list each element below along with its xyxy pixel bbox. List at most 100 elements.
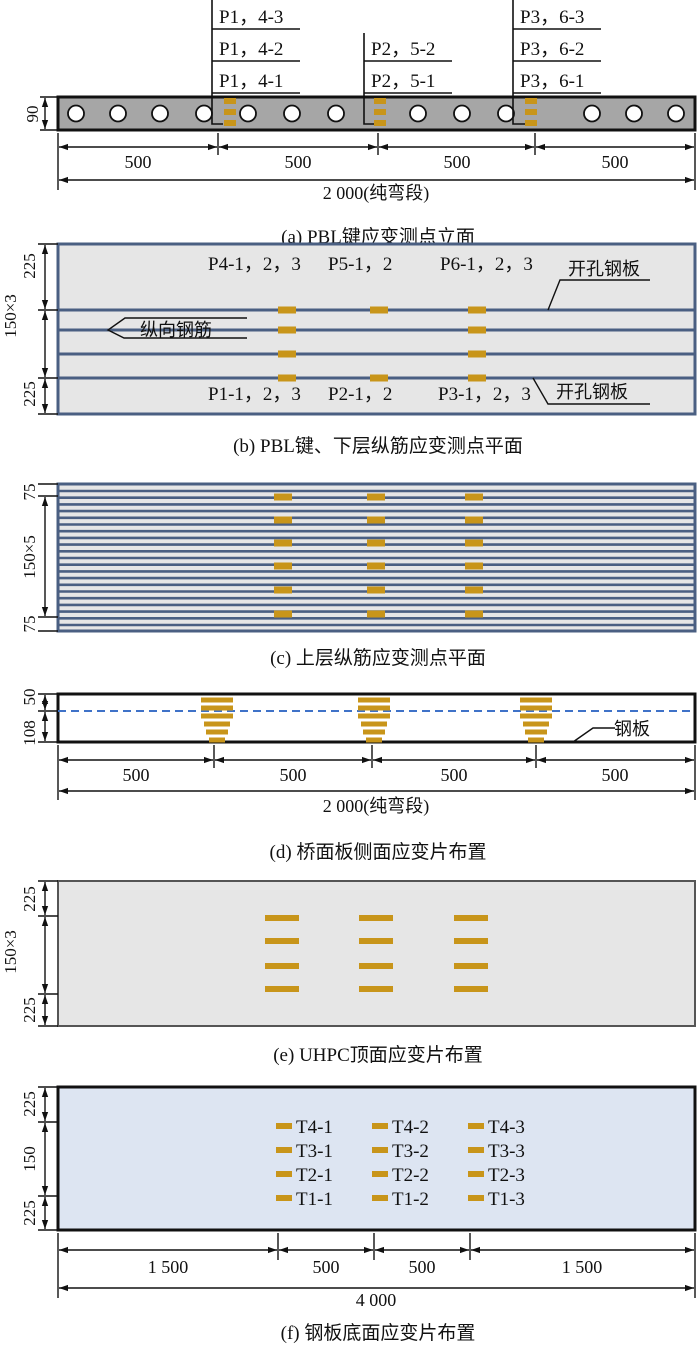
uhpc-gauges: [265, 915, 488, 992]
pbl-gauge: [374, 109, 386, 115]
vertical-dims-f: [38, 1086, 58, 1231]
bottom-label-2: P2-1，2: [328, 384, 392, 405]
bottom-gauge: [468, 1171, 484, 1177]
rebar-gauge: [367, 516, 385, 524]
gauge-t3-3: T3-3: [488, 1141, 525, 1162]
bottom-gauge: [468, 1147, 484, 1153]
bottom-gauge: [276, 1123, 292, 1129]
span-d-2: 500: [280, 765, 307, 785]
span-dims-f: [57, 1233, 696, 1298]
side-gauge: [528, 737, 544, 743]
side-gauge: [366, 737, 382, 743]
gauge-t3-2: T3-2: [392, 1141, 429, 1162]
beam-hole: [497, 104, 515, 123]
dim-b-1: 225: [20, 253, 39, 279]
beam-hole: [195, 104, 213, 123]
dim-b-2: 150×3: [1, 294, 20, 338]
p1-label-2: P1，4-2: [219, 39, 283, 60]
side-gauge: [358, 705, 390, 711]
beam-hole: [109, 104, 127, 123]
vertical-dims-e: [38, 880, 58, 1027]
uhpc-gauge: [359, 986, 393, 992]
side-gauge: [204, 721, 230, 727]
uhpc-gauge: [454, 963, 488, 969]
span-f-2: 500: [313, 1257, 340, 1277]
bottom-label-3: P3-1，2，3: [438, 384, 531, 405]
dim-f-2: 150: [20, 1146, 39, 1172]
rebar-gauge: [274, 610, 292, 618]
rebar-gauge: [465, 610, 483, 618]
gauge-t2-1: T2-1: [296, 1165, 333, 1186]
span-2: 500: [285, 152, 312, 172]
pbl-plan-gauges: [278, 306, 486, 382]
top-label-3: P6-1，2，3: [440, 254, 533, 275]
panel-f-bottom: T4-1 T4-2 T4-3 T3-1 T3-2 T3-3 T2-1 T2-2 …: [20, 1085, 697, 1344]
total-length-f: 4 000: [356, 1290, 397, 1310]
p2-label-1: P2，5-2: [371, 39, 435, 60]
bottom-gauge: [372, 1171, 388, 1177]
height-dim: [40, 96, 58, 131]
beam-hole: [583, 104, 601, 123]
side-gauge: [201, 697, 233, 703]
gauge-t2-3: T2-3: [488, 1165, 525, 1186]
gauge-t4-3: T4-3: [488, 1117, 525, 1138]
plate-top-label: 开孔钢板: [568, 259, 640, 280]
beam-hole: [67, 104, 85, 123]
span-dims: [57, 133, 696, 190]
span-f-3: 500: [409, 1257, 436, 1277]
uhpc-top-surface: [57, 880, 696, 1027]
bottom-gauge: [372, 1147, 388, 1153]
uhpc-gauge: [265, 915, 299, 921]
steel-bottom-surface: [56, 1085, 697, 1232]
beam-hole: [327, 104, 345, 123]
beam-holes: [67, 104, 685, 123]
p3-label-1: P3，6-3: [520, 7, 584, 28]
total-length-d: 2 000(纯弯段): [323, 796, 430, 817]
total-length: 2 000(纯弯段): [323, 183, 430, 204]
bottom-gauge: [468, 1195, 484, 1201]
rebar-gauge: [274, 539, 292, 547]
plan-gauge: [278, 306, 296, 314]
vertical-dims-b: [38, 243, 58, 415]
upper-rebar-gauges: [274, 493, 483, 618]
steel-label: 钢板: [614, 719, 650, 740]
span-4: 500: [602, 152, 629, 172]
p2-label-2: P2，5-1: [371, 71, 435, 92]
uhpc-gauge: [359, 963, 393, 969]
rebar-gauge: [274, 493, 292, 501]
uhpc-gauge: [454, 915, 488, 921]
rebar-gauge: [274, 586, 292, 594]
gauge-t4-1: T4-1: [296, 1117, 333, 1138]
panel-e-top: 225 150×3 225 (e) UHPC顶面应变片布置: [1, 880, 696, 1066]
dim-d-50: 50: [20, 689, 39, 706]
caption-f: (f) 钢板底面应变片布置: [281, 1322, 476, 1344]
bottom-gauge: [372, 1123, 388, 1129]
panel-d-side: 钢板 108 50 500 500 500 500 2 000(纯弯段) (d): [20, 689, 697, 863]
dim-e-3: 225: [20, 997, 39, 1023]
plan-gauge: [370, 374, 388, 382]
panel-b-plan: P4-1，2，3 P5-1，2 P6-1，2，3 P1-1，2，3 P2-1，2…: [1, 242, 697, 457]
upper-rebar-lines: [58, 489, 695, 627]
side-gauge: [358, 713, 390, 719]
span-1: 500: [125, 152, 152, 172]
caption-c: (c) 上层纵筋应变测点平面: [270, 647, 486, 669]
bottom-gauge: [276, 1195, 292, 1201]
bottom-gauge: [276, 1171, 292, 1177]
uhpc-gauge: [265, 986, 299, 992]
bottom-gauge: [468, 1123, 484, 1129]
dim-c-2: 150×5: [20, 535, 39, 579]
p3-label-2: P3，6-2: [520, 39, 584, 60]
dim-e-1: 225: [20, 886, 39, 912]
span-d-1: 500: [123, 765, 150, 785]
pbl-gauge: [525, 98, 537, 104]
span-dims-d: [57, 745, 696, 800]
rebar-gauge: [367, 539, 385, 547]
pbl-gauge: [525, 109, 537, 115]
rebar-gauge: [465, 562, 483, 570]
side-gauge: [206, 729, 228, 735]
side-gauge: [358, 697, 390, 703]
gauge-t1-3: T1-3: [488, 1189, 525, 1210]
uhpc-gauge: [359, 915, 393, 921]
rebar-gauge: [465, 516, 483, 524]
plan-gauge: [468, 350, 486, 358]
